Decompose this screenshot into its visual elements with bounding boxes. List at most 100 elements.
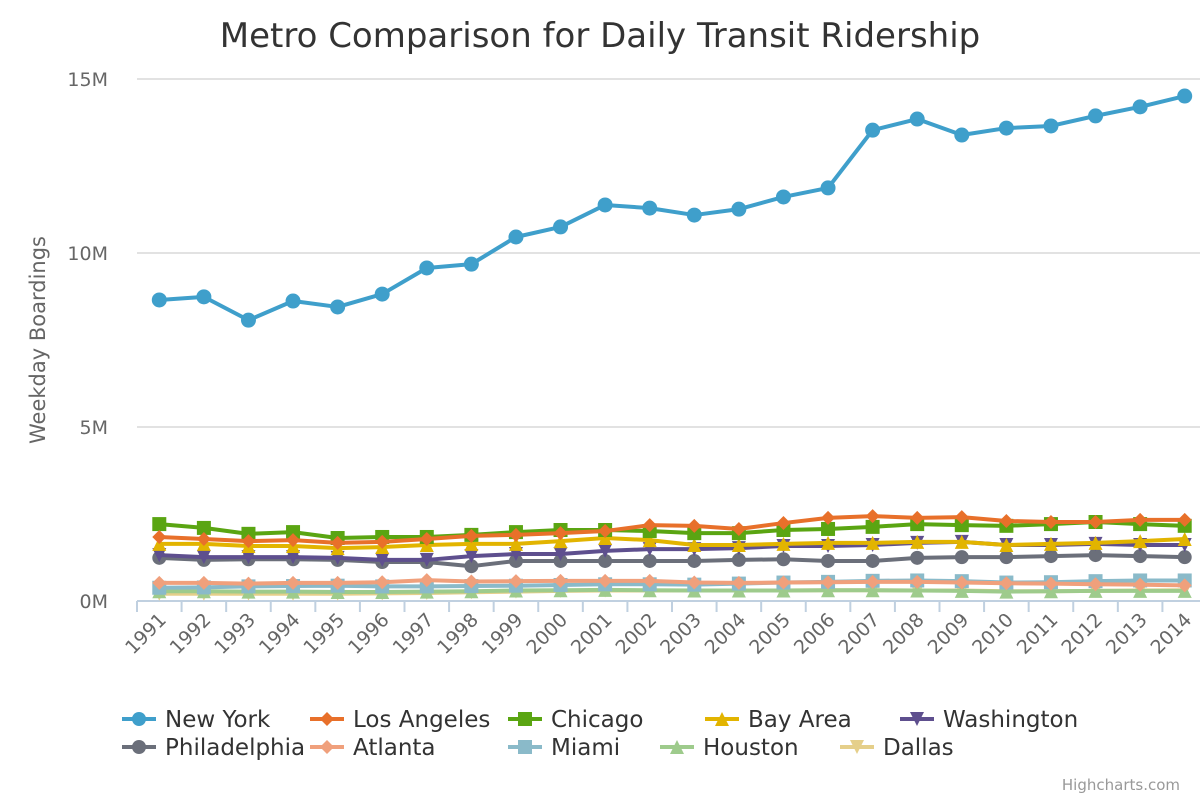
x-tick-label: 2003: [656, 609, 706, 659]
data-point: [687, 518, 702, 533]
legend-item-washington[interactable]: Washington: [900, 707, 1078, 733]
data-point: [285, 293, 301, 309]
data-point: [330, 535, 345, 550]
data-point: [910, 574, 925, 589]
data-point: [821, 583, 836, 598]
data-point: [463, 256, 479, 272]
legend-item-bay-area[interactable]: Bay Area: [705, 707, 852, 733]
data-point: [286, 525, 301, 540]
data-point: [821, 521, 836, 536]
data-point: [196, 550, 211, 565]
x-tick-label: 2006: [790, 609, 840, 659]
data-point: [642, 518, 657, 533]
data-point: [776, 575, 791, 590]
x-tick-label: 2000: [522, 609, 572, 659]
legend: New York Los Angeles Chicago Bay Area Washin…: [122, 707, 1078, 761]
data-point: [642, 573, 657, 588]
legend-label: Washington: [943, 707, 1078, 733]
legend-symbol-square-icon: [518, 712, 532, 726]
data-point: [1043, 118, 1059, 134]
data-point: [642, 533, 657, 548]
data-point: [776, 536, 791, 551]
data-point: [286, 550, 301, 565]
legend-item-los-angeles[interactable]: Los Angeles: [310, 707, 490, 733]
data-point: [731, 552, 746, 567]
data-point: [687, 537, 702, 552]
data-point: [464, 559, 479, 574]
data-point: [1133, 549, 1148, 564]
data-point: [821, 510, 836, 525]
data-point: [910, 550, 925, 565]
legend-item-dallas[interactable]: Dallas: [840, 735, 954, 761]
legend-item-atlanta[interactable]: Atlanta: [310, 735, 436, 761]
data-point: [1088, 108, 1104, 124]
data-point: [776, 583, 791, 598]
data-point: [1088, 548, 1103, 563]
data-point: [286, 533, 301, 548]
series-line: [159, 514, 1185, 545]
series-line: [159, 520, 1185, 541]
x-tick-label: 2001: [567, 609, 617, 659]
x-tick-label: 1998: [433, 609, 483, 659]
data-point: [776, 516, 791, 531]
data-point: [821, 575, 836, 590]
series-los-angeles: [152, 509, 1192, 550]
series-line: [159, 94, 1186, 323]
data-point: [1043, 584, 1058, 599]
data-point: [419, 260, 435, 276]
legend-item-chicago[interactable]: Chicago: [508, 707, 643, 733]
data-point: [865, 535, 880, 550]
data-point: [687, 553, 702, 568]
series-new-york: [151, 88, 1193, 328]
data-point: [865, 574, 880, 589]
data-point: [374, 286, 390, 302]
data-point: [954, 550, 969, 565]
series-line: [159, 587, 1185, 594]
legend-item-new-york[interactable]: New York: [122, 707, 271, 733]
data-point: [686, 207, 702, 223]
y-tick-label: 15M: [67, 69, 108, 91]
data-point: [152, 548, 167, 563]
credit-link[interactable]: Highcharts.com: [1062, 776, 1180, 794]
data-point: [821, 535, 836, 550]
data-point: [241, 534, 256, 549]
legend-item-houston[interactable]: Houston: [660, 735, 799, 761]
series-houston: [152, 582, 1192, 599]
x-tick-label: 2014: [1146, 609, 1196, 659]
legend-symbol-triangle-icon: [715, 712, 729, 726]
legend-label: Chicago: [551, 707, 643, 733]
data-point: [999, 550, 1014, 565]
data-point: [598, 553, 613, 568]
data-point: [1043, 576, 1058, 591]
data-point: [954, 518, 969, 533]
data-point: [999, 584, 1014, 599]
data-point: [865, 509, 880, 524]
data-point: [1088, 535, 1103, 550]
data-point: [731, 201, 747, 217]
x-tick-label: 2012: [1057, 609, 1107, 659]
data-point: [553, 547, 568, 562]
legend-symbol-diamond-icon: [320, 740, 334, 754]
data-point: [196, 532, 211, 547]
data-point: [196, 575, 211, 590]
series-line: [159, 536, 1185, 551]
data-point: [553, 526, 568, 541]
data-point: [419, 552, 434, 567]
series-atlanta: [152, 573, 1192, 593]
series-philadelphia: [152, 548, 1192, 574]
data-point: [241, 550, 256, 565]
data-point: [775, 189, 791, 205]
data-point: [508, 527, 523, 542]
data-point: [910, 534, 925, 549]
legend-label: Miami: [551, 735, 620, 761]
legend-item-philadelphia[interactable]: Philadelphia: [122, 735, 305, 761]
x-tick-label: 2002: [611, 609, 661, 659]
data-point: [1043, 515, 1058, 530]
data-point: [998, 120, 1014, 136]
data-point: [196, 289, 212, 305]
series-group: [151, 88, 1193, 601]
legend-item-miami[interactable]: Miami: [508, 735, 620, 761]
y-tick-label: 0M: [80, 591, 108, 613]
x-axis: 1991199219931994199519961997199819992000…: [121, 600, 1200, 659]
legend-symbol-triangle-down-icon: [910, 712, 924, 726]
